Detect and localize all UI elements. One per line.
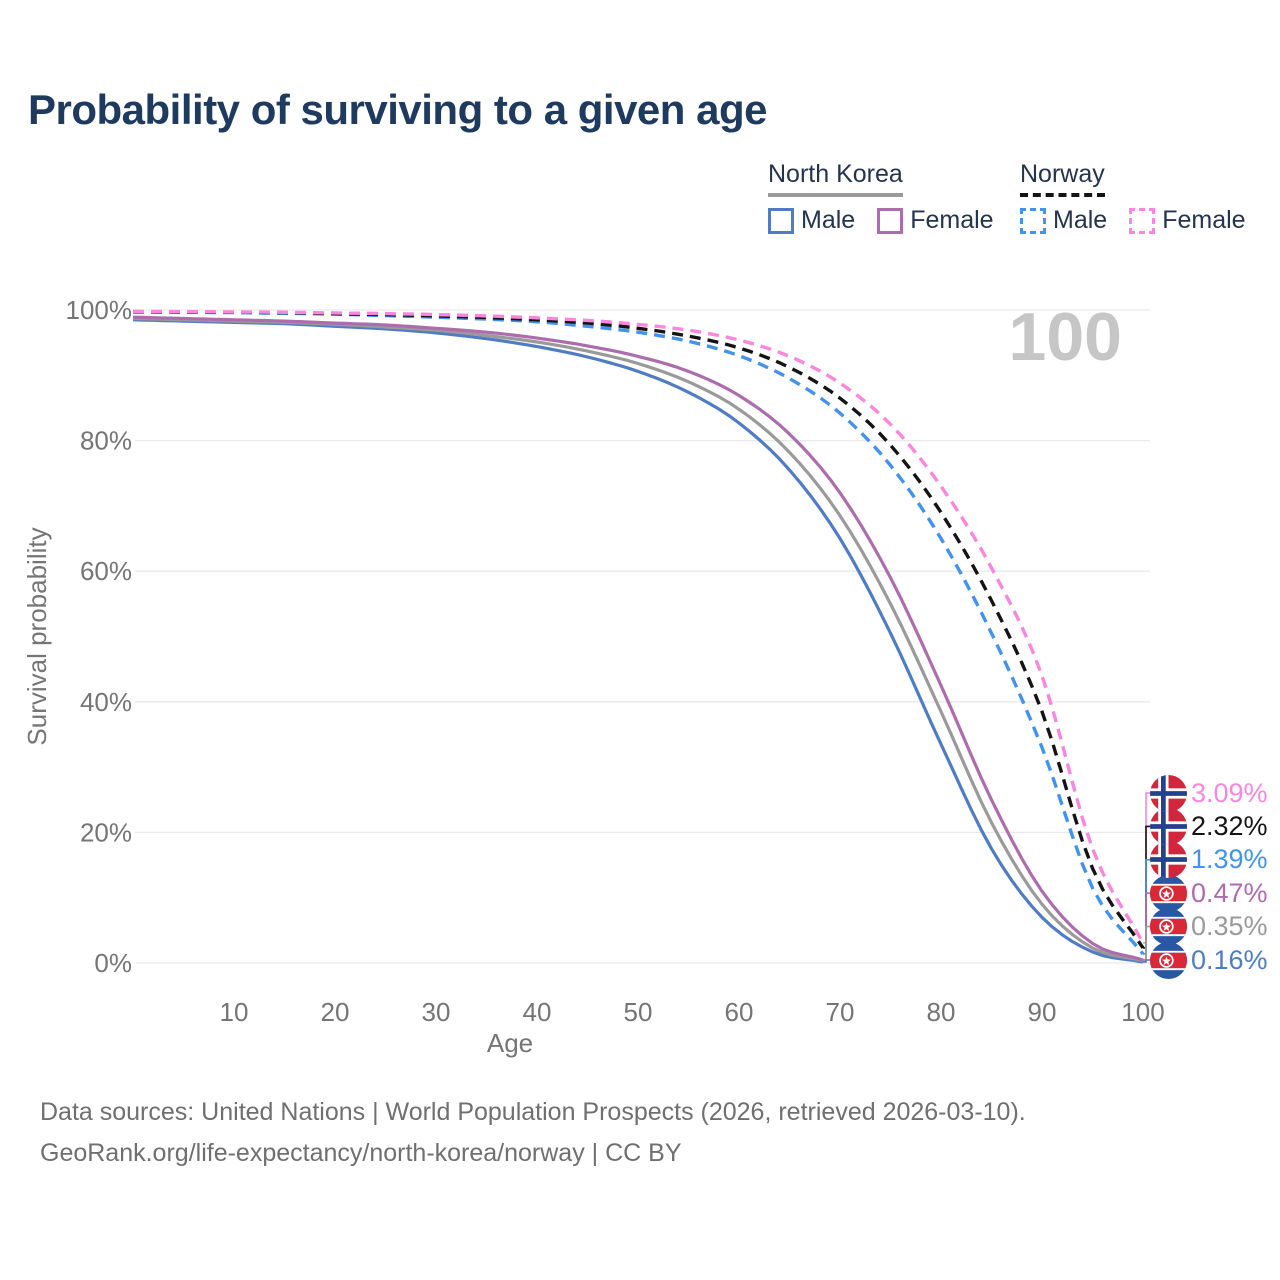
- legend-group-north-korea: North Korea Male Female: [768, 160, 994, 235]
- end-label-north-korea-total: 0.35%: [1150, 908, 1268, 946]
- legend-country-norway[interactable]: Norway: [1020, 160, 1105, 197]
- end-label-north-korea-male: 0.16%: [1150, 941, 1268, 979]
- source-line-1: Data sources: United Nations | World Pop…: [40, 1098, 1026, 1126]
- legend-item-norway-male[interactable]: Male: [1020, 206, 1107, 235]
- x-tick-label: 90: [1028, 997, 1057, 1027]
- x-tick-label: 10: [220, 997, 249, 1027]
- legend-country-north-korea[interactable]: North Korea: [768, 160, 903, 197]
- x-tick-label: 80: [927, 997, 956, 1027]
- norway-male-swatch-icon: [1020, 207, 1046, 234]
- norway-flag-icon: [1150, 841, 1187, 879]
- y-axis-title: Survival probability: [22, 527, 52, 745]
- end-label-value: 1.39%: [1191, 844, 1268, 875]
- x-tick-label: 100: [1121, 997, 1164, 1027]
- source-line-2: GeoRank.org/life-expectancy/north-korea/…: [40, 1139, 682, 1167]
- y-tick-label: 100%: [66, 295, 133, 325]
- legend-item-label: Male: [801, 206, 856, 234]
- legend-items-north-korea: Male Female: [768, 206, 994, 235]
- legend-group-norway: Norway Male Female: [1020, 160, 1246, 235]
- legend-item-norway-female[interactable]: Female: [1129, 206, 1246, 235]
- norway-flag-icon: [1150, 774, 1187, 812]
- x-tick-label: 60: [725, 997, 754, 1027]
- page-title: Probability of surviving to a given age: [28, 86, 767, 133]
- end-label-value: 0.47%: [1191, 877, 1268, 908]
- legend-item-label: Female: [1162, 206, 1246, 234]
- leader-line-north-korea-total: [1143, 925, 1153, 962]
- age-counter-watermark: 100: [1009, 299, 1122, 375]
- y-tick-label: 40%: [80, 687, 132, 717]
- curve-norway-female: [132, 309, 1145, 944]
- north-korea-female-swatch-icon: [877, 207, 904, 234]
- end-label-value: 2.32%: [1191, 810, 1268, 841]
- north-korea-flag-icon: [1150, 874, 1187, 912]
- x-tick-label: 30: [422, 997, 451, 1027]
- end-label-norway-total: 2.32%: [1150, 807, 1268, 845]
- norway-female-swatch-icon: [1129, 207, 1156, 234]
- curve-north-korea-total: [132, 316, 1144, 963]
- north-korea-flag-icon: [1150, 941, 1187, 979]
- end-label-value: 3.09%: [1191, 777, 1268, 808]
- x-tick-label: 40: [523, 997, 552, 1027]
- legend-item-label: Female: [910, 206, 994, 234]
- end-label-north-korea-female: 0.47%: [1150, 874, 1268, 912]
- source-footer: Data sources: United Nations | World Pop…: [40, 1092, 1026, 1174]
- curve-norway-male: [133, 310, 1145, 955]
- north-korea-flag-icon: [1150, 908, 1187, 946]
- norway-flag-icon: [1150, 807, 1187, 845]
- y-tick-label: 80%: [80, 426, 132, 456]
- x-axis-title: Age: [487, 1028, 533, 1058]
- legend-item-label: Male: [1053, 206, 1108, 234]
- end-label-norway-male: 1.39%: [1150, 841, 1268, 879]
- y-tick-label: 60%: [80, 556, 132, 586]
- end-label-value: 0.16%: [1191, 944, 1268, 975]
- legend-item-north-korea-male[interactable]: Male: [768, 206, 855, 235]
- x-tick-label: 70: [826, 997, 855, 1027]
- end-label-value: 0.35%: [1191, 911, 1268, 942]
- north-korea-male-swatch-icon: [768, 207, 794, 234]
- legend-item-north-korea-female[interactable]: Female: [877, 206, 994, 235]
- curve-north-korea-male: [132, 318, 1144, 964]
- legend-items-norway: Male Female: [1020, 206, 1246, 235]
- x-tick-label: 50: [624, 997, 653, 1027]
- curve-north-korea-female: [132, 315, 1144, 962]
- x-tick-label: 20: [321, 997, 350, 1027]
- leader-line-north-korea-male: [1143, 959, 1153, 963]
- y-tick-label: 0%: [94, 948, 132, 978]
- y-tick-label: 20%: [80, 817, 132, 847]
- end-label-norway-female: 3.09%: [1150, 774, 1268, 812]
